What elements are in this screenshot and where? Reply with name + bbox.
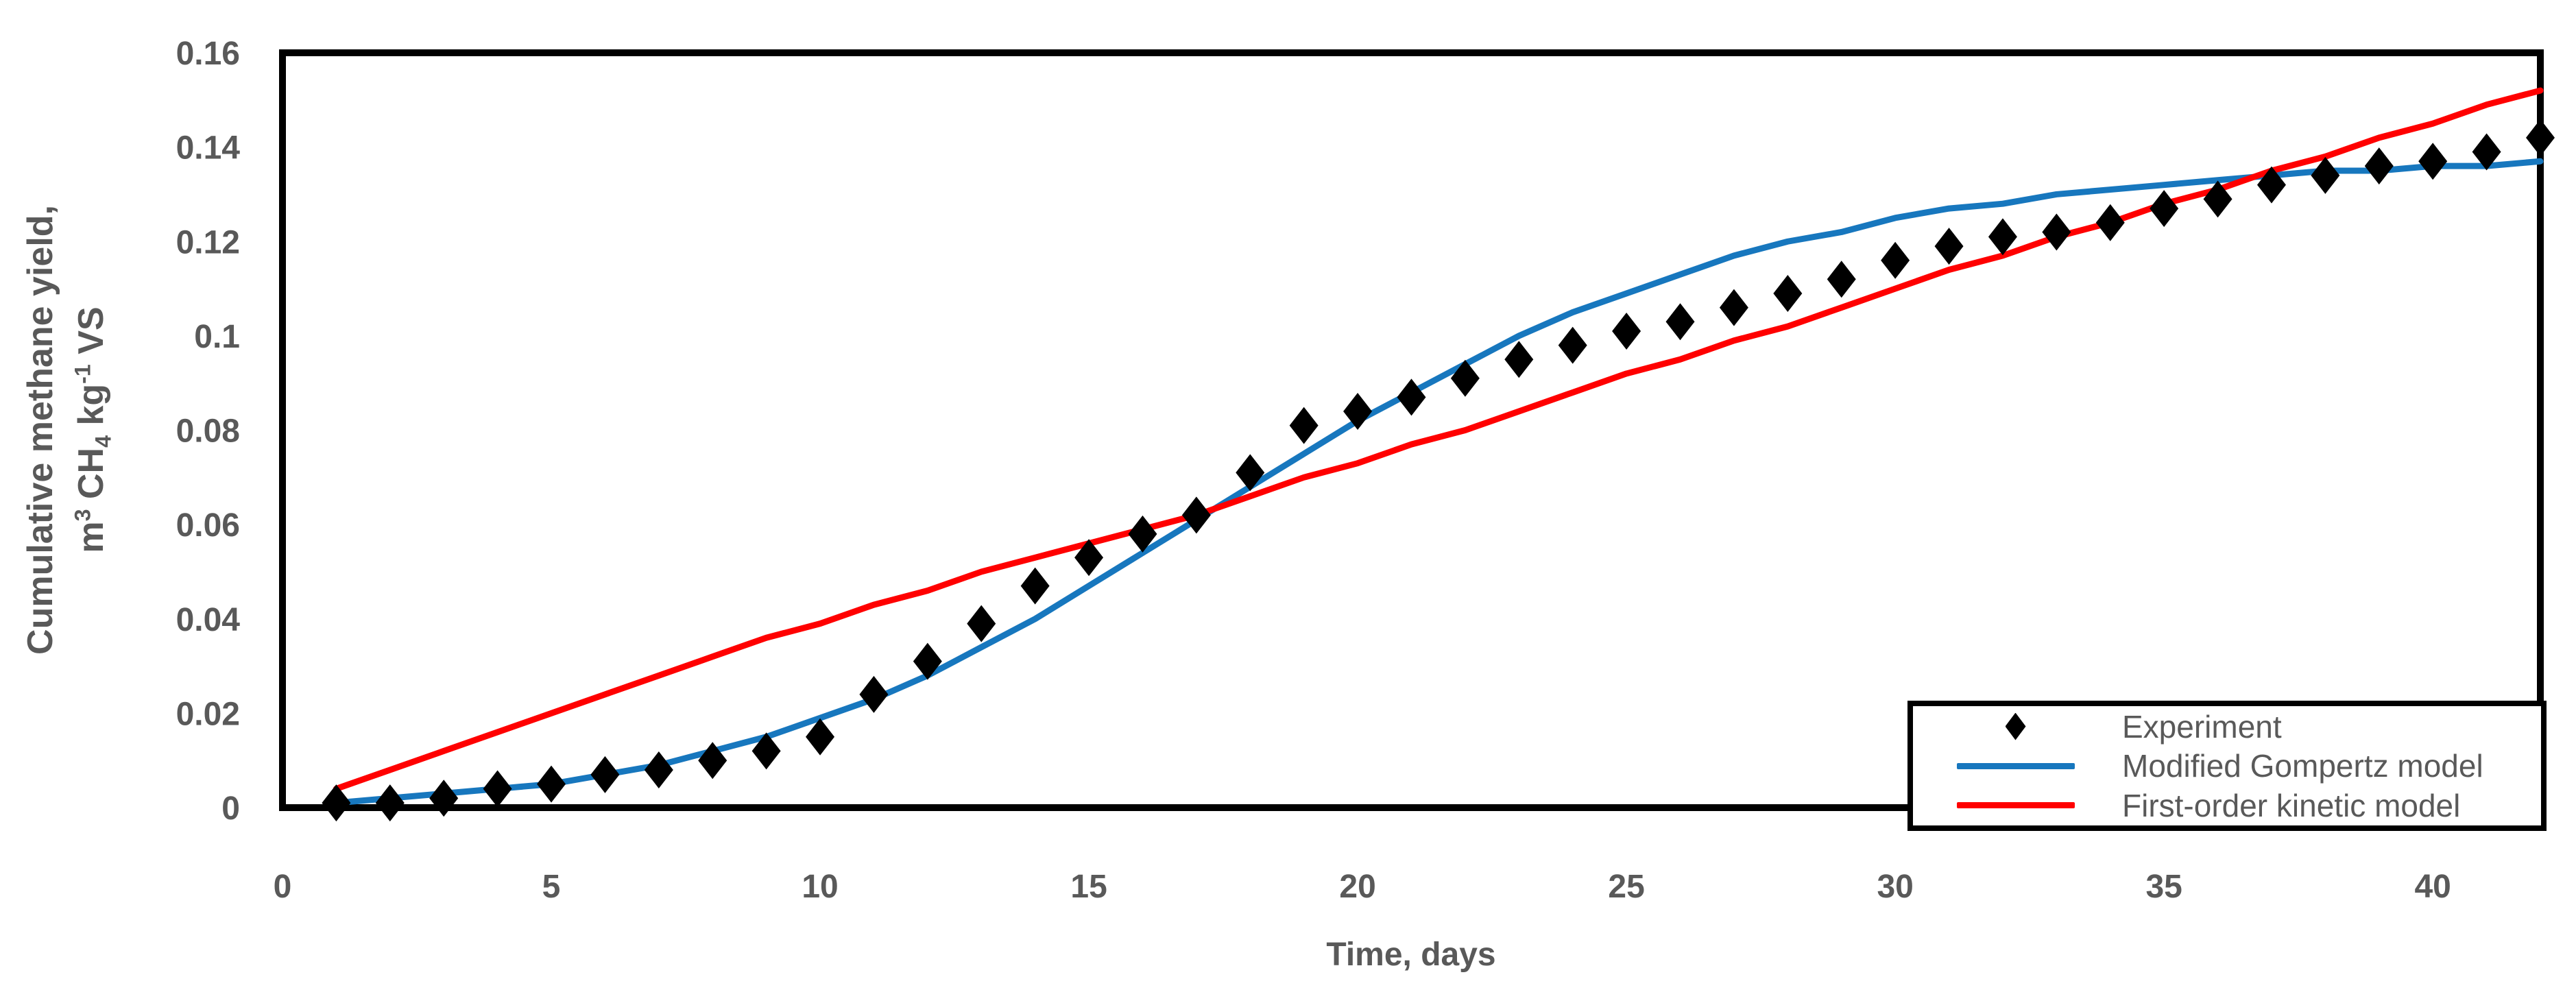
experiment-point <box>859 675 889 713</box>
experiment-point <box>1881 241 1910 279</box>
experiment-point <box>1665 303 1695 341</box>
experiment-point <box>1074 539 1104 577</box>
y-axis-title-line2: m3 CH4 kg-1 VS <box>71 306 116 553</box>
experiment-point <box>1020 567 1050 605</box>
x-axis-title: Time, days <box>1326 937 1496 973</box>
legend-swatch-area <box>1928 802 2103 808</box>
legend-item-experiment: Experiment <box>1913 708 2541 746</box>
experiment-point <box>1827 261 1856 298</box>
x-tick-label: 25 <box>1608 869 1644 905</box>
experiment-point <box>2203 180 2232 218</box>
experiment-point <box>1719 289 1748 326</box>
y-axis-title: Cumulative methane yield, m3 CH4 kg-1 VS <box>19 0 116 876</box>
experiment-point <box>1181 496 1211 534</box>
experiment-point <box>806 718 835 756</box>
experiment-point <box>483 770 512 808</box>
experiment-point <box>375 784 405 822</box>
experiment-point <box>322 784 351 822</box>
series-line-first-order <box>333 87 2544 792</box>
experiment-point <box>1343 392 1373 430</box>
experiment-point <box>2042 213 2071 251</box>
legend: Experiment Modified Gompertz model First… <box>1907 701 2547 831</box>
x-tick-label: 35 <box>2145 869 2182 905</box>
experiment-point <box>2418 143 2448 180</box>
experiment-point <box>2150 190 2179 228</box>
y-tick-label: 0 <box>221 790 240 827</box>
diamond-marker-icon <box>2005 712 2026 740</box>
experiment-point <box>2526 119 2555 156</box>
legend-item-first-order: First-order kinetic model <box>1913 786 2541 825</box>
x-tick-label: 10 <box>802 869 838 905</box>
experiment-point <box>1558 326 1587 364</box>
line-swatch-icon <box>1956 762 2075 769</box>
experiment-point <box>2364 147 2394 185</box>
y-tick-label: 0.06 <box>176 507 240 544</box>
line-swatch-icon <box>1956 802 2075 808</box>
experiment-point <box>1988 218 2017 256</box>
x-tick-label: 5 <box>542 869 561 905</box>
experiment-point <box>537 765 566 803</box>
y-tick-label: 0.14 <box>176 130 241 167</box>
experiment-point <box>2095 204 2125 241</box>
experiment-point <box>751 732 781 770</box>
x-tick-label: 0 <box>274 869 292 905</box>
experiment-point <box>1504 341 1534 378</box>
series-line-gompertz <box>333 158 2544 806</box>
y-tick-label: 0.02 <box>176 696 240 732</box>
legend-label: Experiment <box>2122 708 2282 745</box>
experiment-point <box>2472 133 2501 171</box>
experiment-point <box>2311 156 2340 194</box>
y-tick-label: 0.08 <box>176 413 240 450</box>
experiment-point <box>1397 378 1426 416</box>
y-tick-label: 0.16 <box>176 36 240 72</box>
experiment-point <box>1450 359 1480 397</box>
y-tick-label: 0.12 <box>176 224 240 261</box>
experiment-point <box>1236 454 1265 492</box>
experiment-point <box>967 605 996 642</box>
x-tick-label: 20 <box>1339 869 1375 905</box>
legend-swatch-area <box>1928 762 2103 769</box>
experiment-point <box>913 642 942 680</box>
legend-swatch-area <box>1928 712 2103 740</box>
experiment-point <box>698 742 727 780</box>
experiment-point <box>644 751 673 788</box>
experiment-point <box>2256 166 2286 204</box>
experiment-point <box>1934 228 1964 265</box>
x-tick-label: 15 <box>1070 869 1107 905</box>
y-tick-label: 0.04 <box>176 602 241 638</box>
experiment-point <box>1128 515 1157 553</box>
plot-frame <box>279 49 2544 811</box>
experiment-point <box>590 756 620 793</box>
x-tick-label: 40 <box>2414 869 2451 905</box>
y-axis-title-line1: Cumulative methane yield, <box>21 205 60 655</box>
experiment-point <box>1612 312 1641 350</box>
experiment-point <box>1289 407 1319 444</box>
legend-label: Modified Gompertz model <box>2122 748 2483 784</box>
experiment-point <box>429 780 459 817</box>
x-tick-label: 30 <box>1877 869 1913 905</box>
y-tick-label: 0.1 <box>194 319 240 355</box>
legend-label: First-order kinetic model <box>2122 787 2461 823</box>
experiment-point <box>1773 274 1803 312</box>
legend-item-gompertz: Modified Gompertz model <box>1913 747 2541 785</box>
